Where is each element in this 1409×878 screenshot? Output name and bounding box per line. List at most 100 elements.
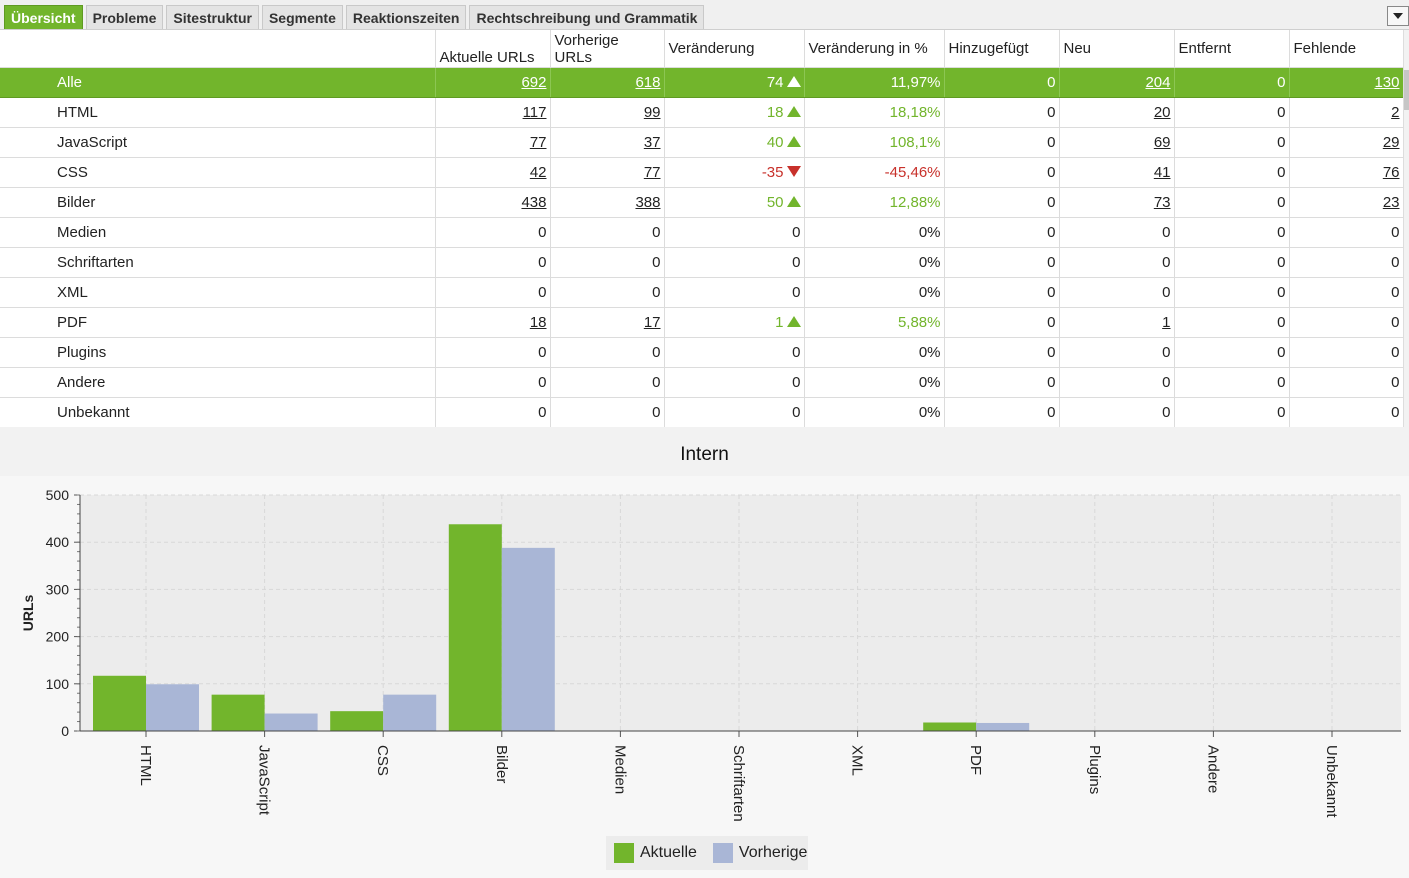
cell-current[interactable]: 77 [435,127,551,158]
cell-added: 0 [944,97,1060,128]
table-row[interactable]: Andere 0 0 0 0% 0 0 0 0 [0,367,1403,398]
cell-missing-link[interactable]: 130 [1374,73,1400,91]
table-scrollbar[interactable] [1403,30,1409,427]
y-axis-label: URLs [20,595,36,632]
cell-new-link[interactable]: 1 [1162,313,1171,331]
cell-new-link[interactable]: 41 [1153,163,1171,181]
cell-previous-link[interactable]: 388 [635,193,661,211]
col-header-previous[interactable]: Vorherige URLs [550,30,665,68]
cell-missing[interactable]: 23 [1289,187,1403,218]
cell-new: 0 [1059,367,1175,398]
tab-segmente[interactable]: Segmente [261,5,343,29]
tab-übersicht[interactable]: Übersicht [4,5,83,29]
cell-current-link[interactable]: 692 [521,73,547,91]
table-row[interactable]: CSS 42 77 -35 -45,46% 0 41 0 76 [0,157,1403,188]
cell-missing-link[interactable]: 23 [1382,193,1400,211]
cell-current[interactable]: 42 [435,157,551,188]
table-row[interactable]: Alle 692 618 74 11,97% 0 204 0 130 [0,67,1403,98]
cell-previous-link[interactable]: 618 [635,73,661,91]
cell-new-link[interactable]: 204 [1145,73,1171,91]
cell-missing[interactable]: 130 [1289,67,1403,98]
cell-change-value: 0 [792,403,801,421]
cell-new[interactable]: 69 [1059,127,1175,158]
tab-menu-button[interactable] [1387,6,1409,26]
tab-sitestruktur[interactable]: Sitestruktur [166,5,259,29]
cell-missing: 0 [1289,337,1403,368]
cell-current-link[interactable]: 42 [529,163,547,181]
col-header-current[interactable]: Aktuelle URLs [435,30,551,68]
cell-missing-value: 0 [1391,343,1400,361]
table-row[interactable]: XML 0 0 0 0% 0 0 0 0 [0,277,1403,308]
col-header-new[interactable]: Neu [1059,30,1175,68]
cell-new-link[interactable]: 69 [1153,133,1171,151]
cell-current[interactable]: 692 [435,67,551,98]
cell-change: 0 [664,217,805,248]
table-row[interactable]: Schriftarten 0 0 0 0% 0 0 0 0 [0,247,1403,278]
tab-probleme[interactable]: Probleme [85,5,164,29]
cell-missing-link[interactable]: 29 [1382,133,1400,151]
table-row[interactable]: Bilder 438 388 50 12,88% 0 73 0 23 [0,187,1403,218]
tab-rechtschreibung-und-grammatik[interactable]: Rechtschreibung und Grammatik [469,5,705,29]
cell-change-value: 18 [766,103,784,121]
trend-up-icon [786,316,801,328]
table-row[interactable]: Medien 0 0 0 0% 0 0 0 0 [0,217,1403,248]
table-row[interactable]: JavaScript 77 37 40 108,1% 0 69 0 29 [0,127,1403,158]
cell-removed-value: 0 [1277,313,1286,331]
cell-change-pct-value: -45,46% [884,163,941,181]
row-name-value: Unbekannt [57,403,130,421]
scrollbar-thumb[interactable] [1404,70,1409,110]
col-header-added[interactable]: Hinzugefügt [944,30,1060,68]
cell-previous[interactable]: 17 [550,307,665,338]
table-row[interactable]: PDF 18 17 1 5,88% 0 1 0 0 [0,307,1403,338]
cell-previous[interactable]: 37 [550,127,665,158]
row-name: CSS [0,157,436,188]
cell-previous[interactable]: 77 [550,157,665,188]
cell-missing-link[interactable]: 2 [1391,103,1400,121]
trend-up-icon [786,136,801,148]
cell-removed-value: 0 [1277,253,1286,271]
legend-item-current[interactable]: Aktuelle [614,843,697,863]
cell-removed-value: 0 [1277,283,1286,301]
cell-previous[interactable]: 388 [550,187,665,218]
col-header-removed[interactable]: Entfernt [1174,30,1290,68]
cell-change: 0 [664,247,805,278]
col-header-name[interactable] [0,30,436,68]
cell-previous-link[interactable]: 77 [643,163,661,181]
cell-previous[interactable]: 618 [550,67,665,98]
legend-item-previous[interactable]: Vorherige [712,843,807,863]
table-row[interactable]: Unbekannt 0 0 0 0% 0 0 0 0 [0,397,1403,427]
cell-new-link[interactable]: 73 [1153,193,1171,211]
cell-missing[interactable]: 2 [1289,97,1403,128]
cell-previous-link[interactable]: 99 [643,103,661,121]
cell-current[interactable]: 438 [435,187,551,218]
cell-new-link[interactable]: 20 [1153,103,1171,121]
col-header-change[interactable]: Veränderung [664,30,805,68]
cell-missing-link[interactable]: 76 [1382,163,1400,181]
tab-reaktionszeiten[interactable]: Reaktionszeiten [345,5,467,29]
cell-current-link[interactable]: 18 [529,313,547,331]
cell-missing[interactable]: 29 [1289,127,1403,158]
cell-current[interactable]: 18 [435,307,551,338]
col-header-missing[interactable]: Fehlende [1289,30,1403,68]
cell-new: 0 [1059,217,1175,248]
cell-new: 0 [1059,337,1175,368]
cell-change-value: 0 [792,283,801,301]
cell-new[interactable]: 20 [1059,97,1175,128]
cell-added-value: 0 [1047,343,1056,361]
cell-missing: 0 [1289,367,1403,398]
cell-previous[interactable]: 99 [550,97,665,128]
cell-current[interactable]: 117 [435,97,551,128]
cell-new[interactable]: 204 [1059,67,1175,98]
cell-current-link[interactable]: 77 [529,133,547,151]
cell-current-link[interactable]: 438 [521,193,547,211]
cell-new[interactable]: 41 [1059,157,1175,188]
cell-new[interactable]: 1 [1059,307,1175,338]
table-row[interactable]: HTML 117 99 18 18,18% 0 20 0 2 [0,97,1403,128]
cell-new[interactable]: 73 [1059,187,1175,218]
col-header-change-pct[interactable]: Veränderung in % [804,30,945,68]
cell-missing[interactable]: 76 [1289,157,1403,188]
cell-previous-link[interactable]: 17 [643,313,661,331]
table-row[interactable]: Plugins 0 0 0 0% 0 0 0 0 [0,337,1403,368]
cell-previous-link[interactable]: 37 [643,133,661,151]
cell-current-link[interactable]: 117 [522,103,547,121]
